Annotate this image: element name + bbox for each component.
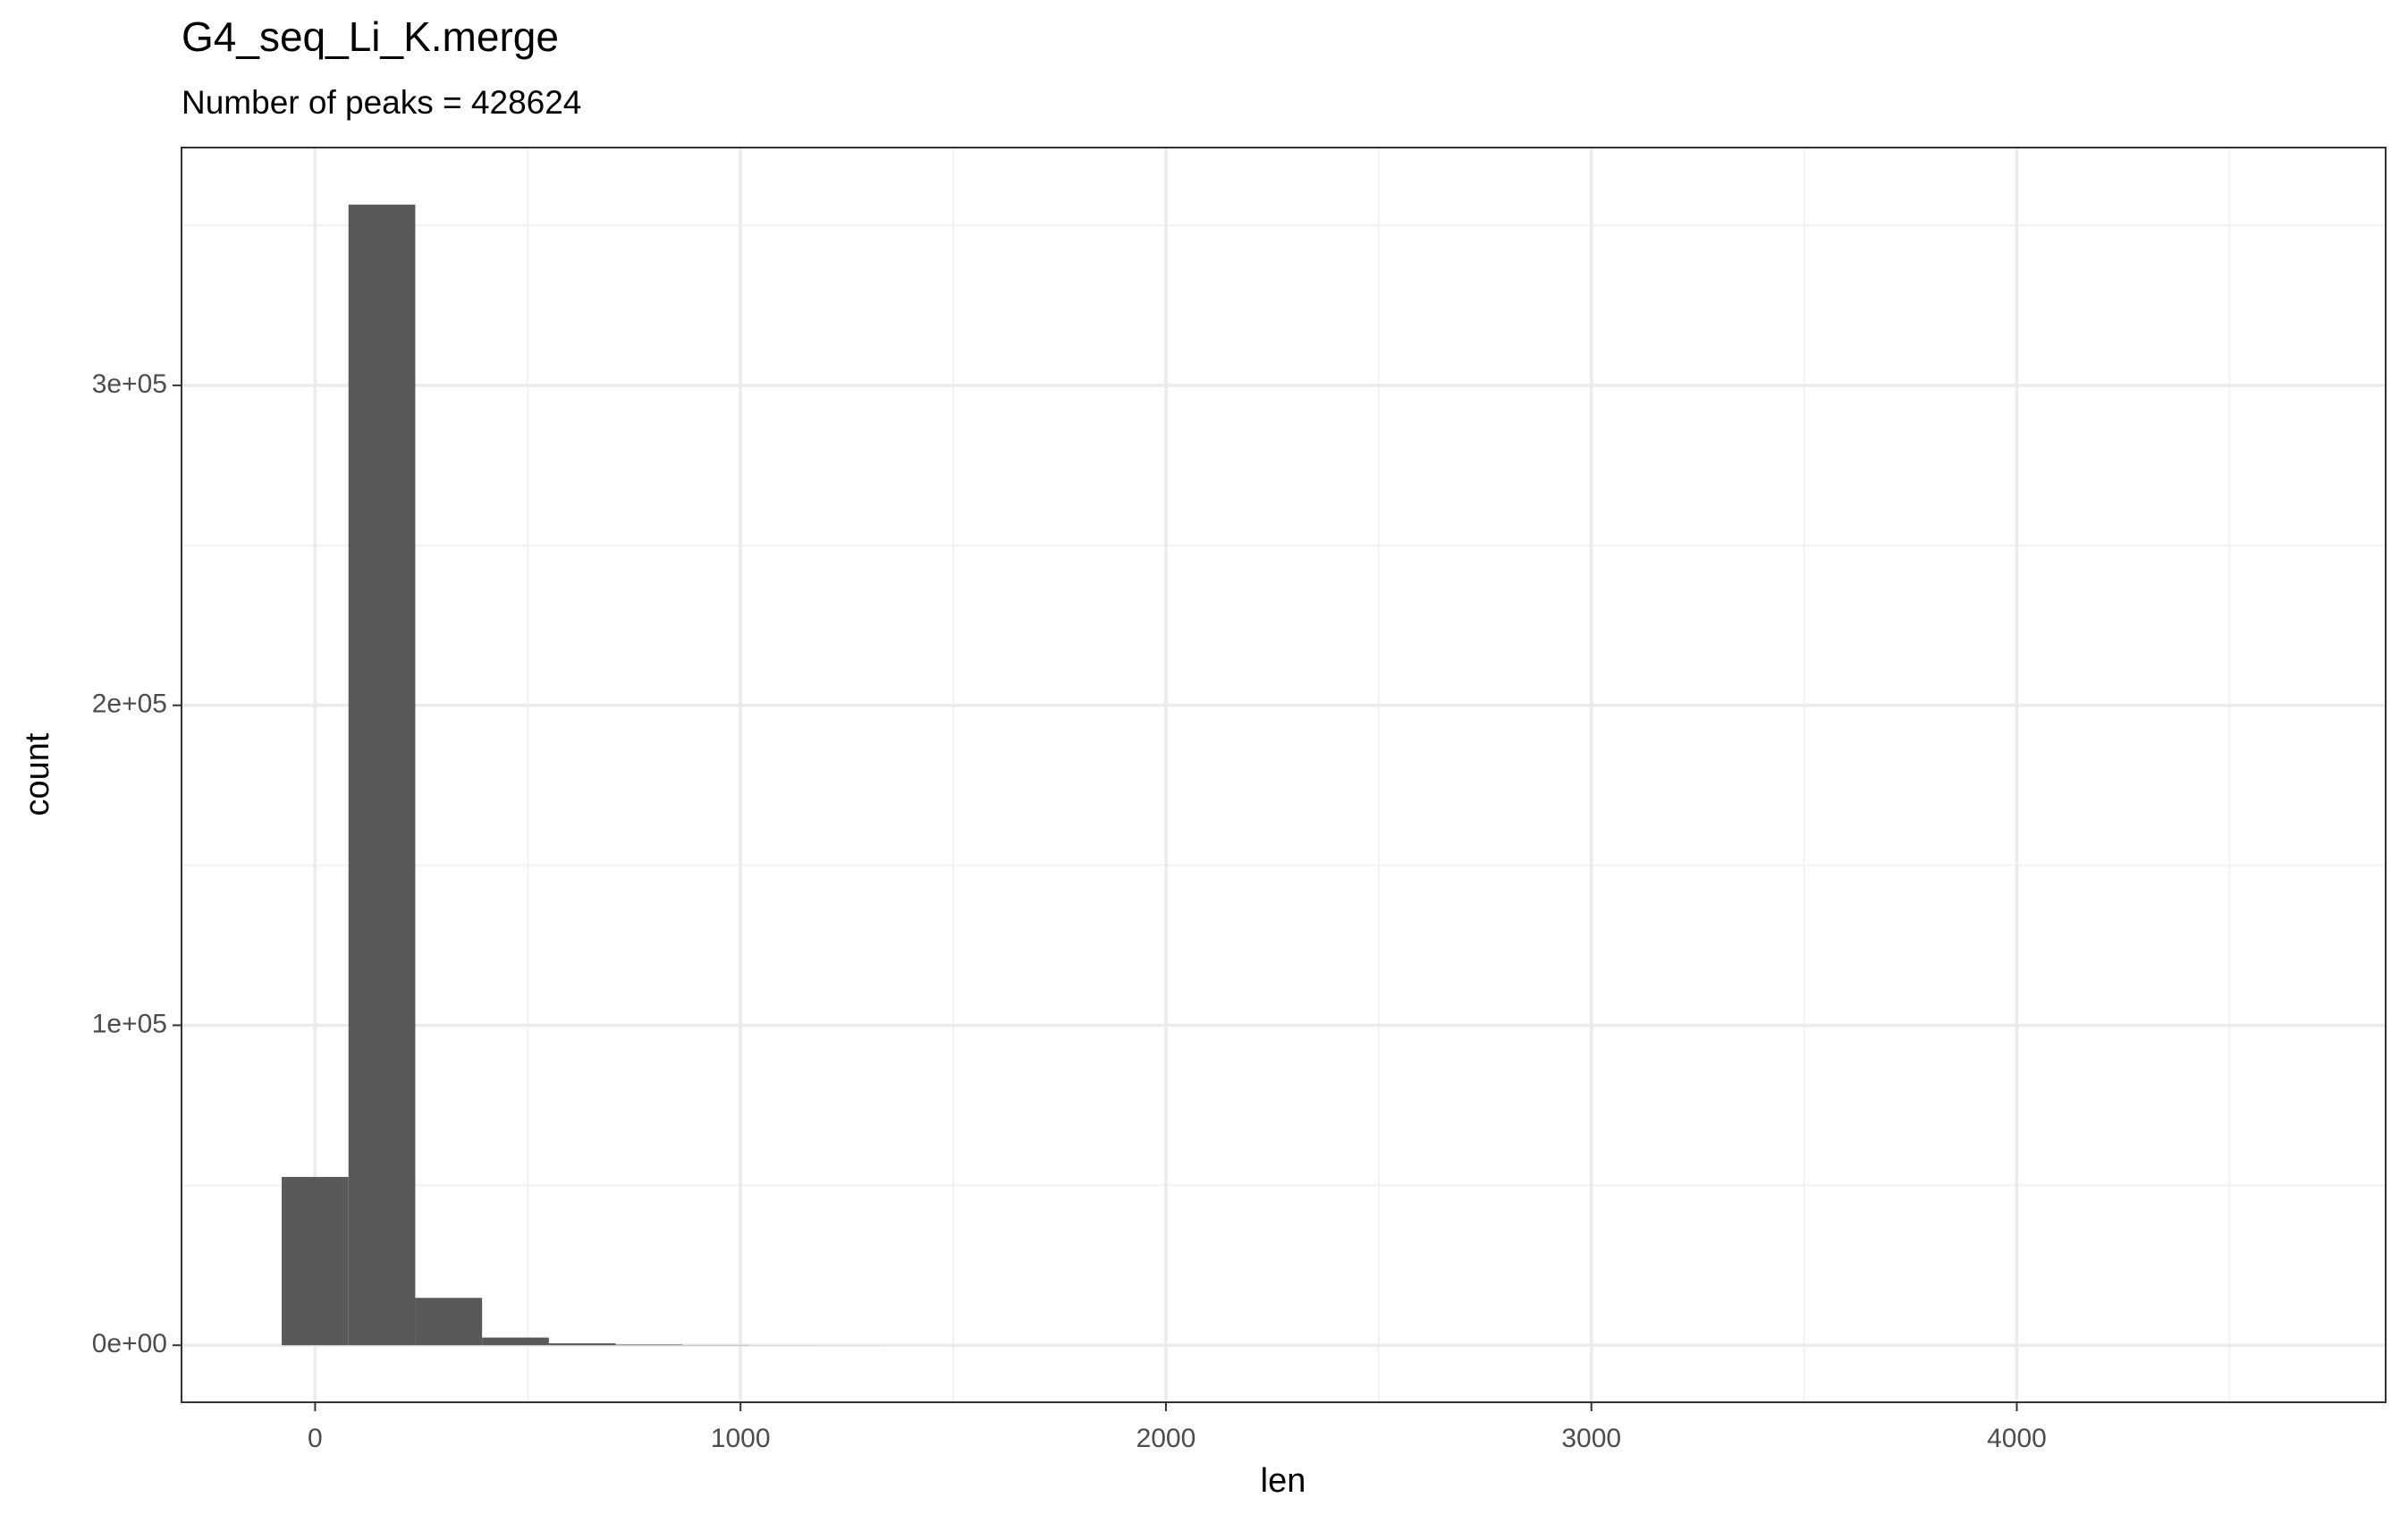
x-tick-label: 3000 (1561, 1424, 1621, 1453)
y-tick-label: 2e+05 (92, 690, 167, 719)
bar (482, 1337, 549, 1346)
bar (615, 1344, 683, 1346)
x-tick-label: 0 (308, 1424, 323, 1453)
chart-subtitle: Number of peaks = 428624 (182, 84, 581, 121)
bar (348, 204, 416, 1346)
chart-title: G4_seq_Li_K.merge (182, 13, 559, 60)
x-tick-label: 1000 (711, 1424, 771, 1453)
y-tick-label: 1e+05 (92, 1009, 167, 1038)
y-tick-label: 0e+00 (92, 1329, 167, 1358)
bar (282, 1177, 349, 1346)
panel-border (181, 147, 2387, 1403)
x-tick-label: 4000 (1987, 1424, 2047, 1453)
x-tick-label: 2000 (1136, 1424, 1196, 1453)
y-tick-label: 3e+05 (92, 369, 167, 399)
x-axis-label: len (1261, 1462, 1306, 1500)
y-axis-label: count (19, 732, 56, 816)
bar (548, 1343, 616, 1346)
bar (415, 1298, 483, 1346)
